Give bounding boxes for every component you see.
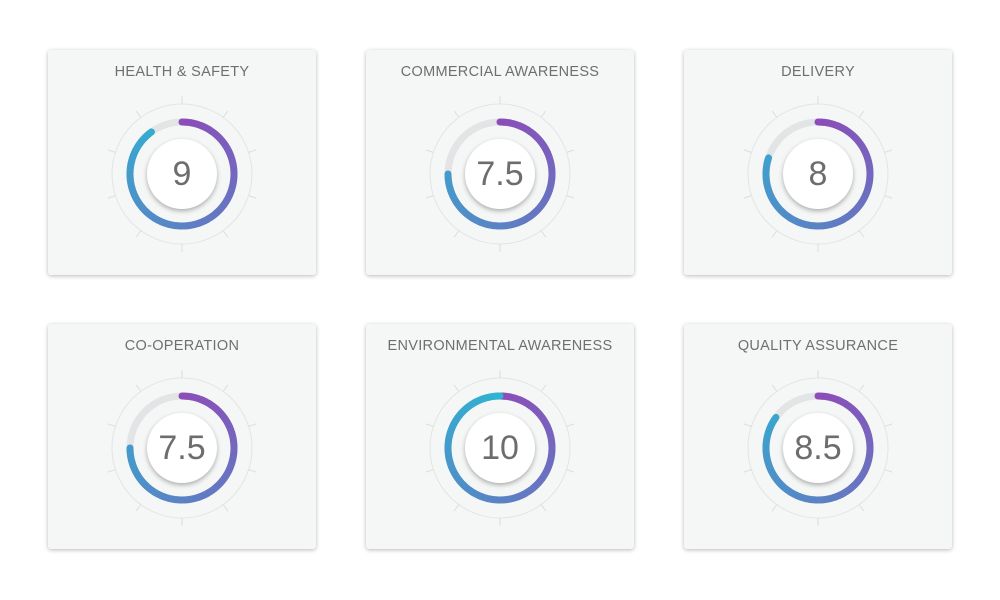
gauge-tick <box>858 384 865 392</box>
gauge-progress-segment <box>764 154 773 165</box>
card-title: CO-OPERATION <box>124 338 240 354</box>
gauge-tick <box>248 149 257 153</box>
score-gauge <box>107 96 257 252</box>
card-title: HEALTH & SAFETY <box>114 64 250 80</box>
score-value: 8.5 <box>783 413 853 483</box>
score-card: COMMERCIAL AWARENESS 7.5 <box>366 50 634 275</box>
gauge-tick <box>425 423 434 427</box>
gauge-tick <box>135 230 142 238</box>
gauge-progress-segment <box>770 413 780 424</box>
gauge-tick <box>743 149 752 153</box>
gauge-tick <box>453 230 460 238</box>
gauge-tick <box>248 423 257 427</box>
score-value: 7.5 <box>147 413 217 483</box>
gauge-tick <box>248 469 257 473</box>
gauge-tick <box>858 504 865 512</box>
card-title: ENVIRONMENTAL AWARENESS <box>387 338 613 354</box>
gauge-tick <box>566 195 575 199</box>
gauge-tick <box>135 384 142 392</box>
score-gauge <box>743 370 893 526</box>
gauge-tick <box>566 423 575 427</box>
gauge-tick <box>743 423 752 427</box>
score-value: 7.5 <box>465 139 535 209</box>
score-card: CO-OPERATION 7.5 <box>48 324 316 549</box>
score-card: QUALITY ASSURANCE 8.5 <box>684 324 952 549</box>
score-value: 8 <box>783 139 853 209</box>
gauge-progress-segment <box>145 128 155 138</box>
gauge-tick <box>107 469 116 473</box>
gauge-tick <box>771 230 778 238</box>
gauge-tick <box>453 504 460 512</box>
score-gauge <box>743 96 893 252</box>
score-card: DELIVERY 8 <box>684 50 952 275</box>
gauge-tick <box>540 230 547 238</box>
score-gauge <box>107 370 257 526</box>
gauge-tick <box>771 504 778 512</box>
gauge-tick <box>222 230 229 238</box>
gauge-tick <box>453 384 460 392</box>
card-title: DELIVERY <box>781 64 855 80</box>
gauge-tick <box>540 384 547 392</box>
gauge-tick <box>858 230 865 238</box>
card-title: COMMERCIAL AWARENESS <box>400 64 600 80</box>
gauge-tick <box>771 384 778 392</box>
card-title: QUALITY ASSURANCE <box>737 338 899 354</box>
gauge-tick <box>453 110 460 118</box>
gauge-tick <box>107 195 116 199</box>
gauge-tick <box>858 110 865 118</box>
gauge-tick <box>425 469 434 473</box>
score-value: 9 <box>147 139 217 209</box>
score-card: ENVIRONMENTAL AWARENESS 10 <box>366 324 634 549</box>
score-gauge <box>425 370 575 526</box>
gauge-tick <box>566 149 575 153</box>
gauge-tick <box>884 149 893 153</box>
score-gauge <box>425 96 575 252</box>
gauge-tick <box>222 384 229 392</box>
gauge-tick <box>222 110 229 118</box>
gauge-tick <box>107 149 116 153</box>
gauge-tick <box>884 469 893 473</box>
gauge-tick <box>540 504 547 512</box>
gauge-tick <box>540 110 547 118</box>
gauge-tick <box>771 110 778 118</box>
gauge-tick <box>425 149 434 153</box>
gauge-tick <box>222 504 229 512</box>
gauge-tick <box>884 195 893 199</box>
gauge-tick <box>884 423 893 427</box>
gauge-tick <box>248 195 257 199</box>
gauge-tick <box>107 423 116 427</box>
score-value: 10 <box>465 413 535 483</box>
score-card: HEALTH & SAFETY 9 <box>48 50 316 275</box>
gauge-tick <box>135 110 142 118</box>
gauge-tick <box>135 504 142 512</box>
gauge-tick <box>425 195 434 199</box>
gauge-tick <box>743 195 752 199</box>
gauge-tick <box>743 469 752 473</box>
gauge-tick <box>566 469 575 473</box>
